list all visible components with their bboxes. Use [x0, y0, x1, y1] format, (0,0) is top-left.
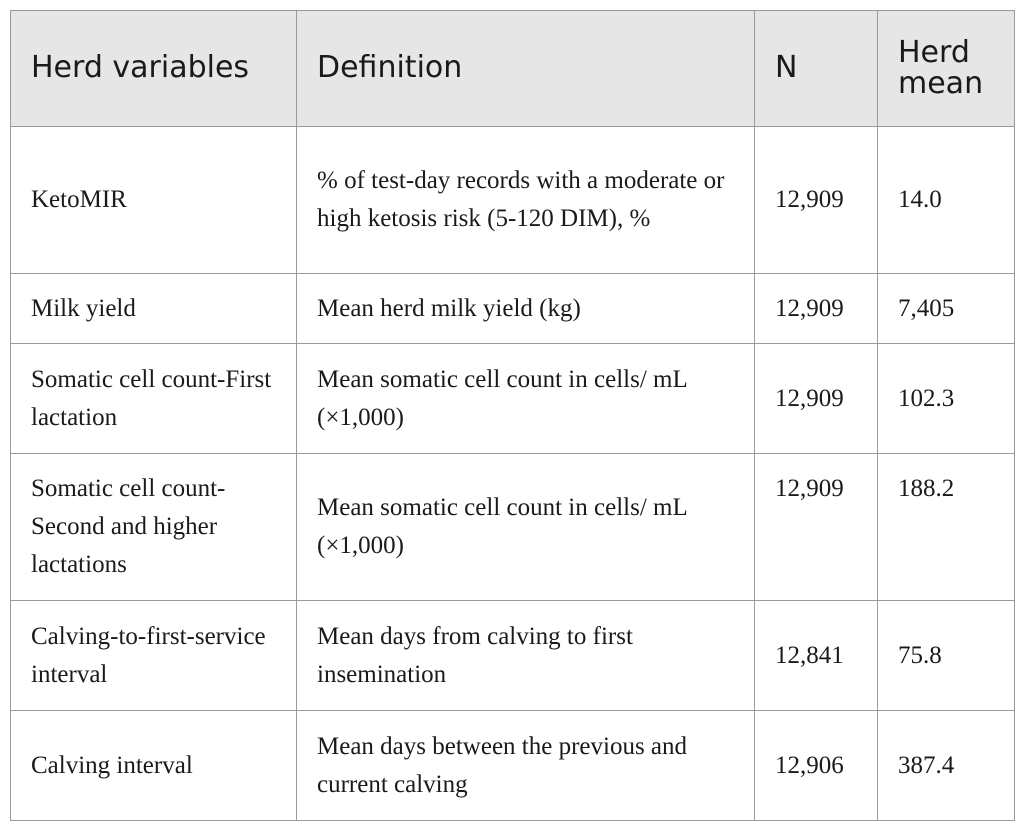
- table-row: Somatic cell count-First lactation Mean …: [10, 343, 1015, 454]
- table-row: Calving-to-first-service interval Mean d…: [10, 600, 1015, 711]
- cell-n: 12,909: [754, 343, 878, 454]
- table-header: Herd variables Definition N Herd mean: [10, 10, 1015, 127]
- cell-mean: 102.3: [877, 343, 1015, 454]
- cell-n: 12,909: [754, 273, 878, 344]
- cell-definition: Mean somatic cell count in cells/ mL (×1…: [296, 453, 755, 601]
- header-herd-variables: Herd variables: [10, 10, 297, 127]
- cell-mean: 14.0: [877, 126, 1015, 274]
- cell-variable: Somatic cell count-Second and higher lac…: [10, 453, 297, 601]
- cell-n: 12,909: [754, 453, 878, 601]
- cell-n: 12,841: [754, 600, 878, 711]
- herd-variables-table: Herd variables Definition N Herd mean Ke…: [10, 10, 1015, 821]
- cell-variable: Milk yield: [10, 273, 297, 344]
- cell-mean: 188.2: [877, 453, 1015, 601]
- cell-definition: Mean somatic cell count in cells/ mL (×1…: [296, 343, 755, 454]
- cell-variable: Calving interval: [10, 710, 297, 821]
- header-definition: Definition: [296, 10, 755, 127]
- table-body: KetoMIR % of test-day records with a mod…: [10, 126, 1015, 821]
- cell-definition: Mean herd milk yield (kg): [296, 273, 755, 344]
- cell-n: 12,906: [754, 710, 878, 821]
- table-row: Milk yield Mean herd milk yield (kg) 12,…: [10, 273, 1015, 344]
- cell-variable: Somatic cell count-First lactation: [10, 343, 297, 454]
- table-row: Somatic cell count-Second and higher lac…: [10, 453, 1015, 601]
- cell-definition: % of test-day records with a moderate or…: [296, 126, 755, 274]
- header-n: N: [754, 10, 878, 127]
- cell-n: 12,909: [754, 126, 878, 274]
- cell-definition: Mean days from calving to first insemina…: [296, 600, 755, 711]
- header-row: Herd variables Definition N Herd mean: [10, 10, 1015, 127]
- cell-definition: Mean days between the previous and curre…: [296, 710, 755, 821]
- cell-mean: 75.8: [877, 600, 1015, 711]
- table-row: KetoMIR % of test-day records with a mod…: [10, 126, 1015, 274]
- table-row: Calving interval Mean days between the p…: [10, 710, 1015, 821]
- cell-variable: Calving-to-first-service interval: [10, 600, 297, 711]
- cell-mean: 7,405: [877, 273, 1015, 344]
- cell-mean: 387.4: [877, 710, 1015, 821]
- header-herd-mean: Herd mean: [877, 10, 1015, 127]
- cell-variable: KetoMIR: [10, 126, 297, 274]
